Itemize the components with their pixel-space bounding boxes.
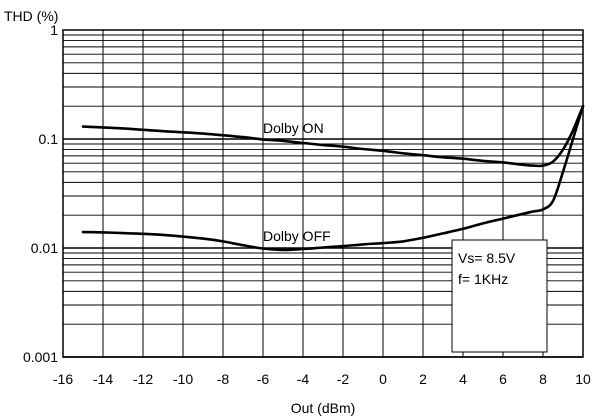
- series-group: [81, 104, 585, 252]
- series-line-dolby-on: [81, 104, 585, 168]
- x-tick-label: -14: [93, 371, 113, 387]
- labels-group: -16 -14 -12 -10 -8 -6 -4 -2 0 2 4 6 8 10 1 0.1 0.01 0.001…: [4, 8, 591, 416]
- x-tick-label: -6: [257, 371, 270, 387]
- x-tick-label: 8: [539, 371, 547, 387]
- series-label-dolby-off: Dolby OFF: [263, 228, 331, 244]
- x-axis-label: Out (dBm): [291, 400, 356, 416]
- y-tick-label: 1: [50, 22, 58, 38]
- x-tick-label: -12: [133, 371, 153, 387]
- y-tick-label: 0.01: [31, 240, 58, 256]
- series-line-dolby-off: [81, 104, 585, 252]
- y-tick-label: 0.1: [39, 131, 59, 147]
- x-tick-label: -10: [173, 371, 193, 387]
- x-tick-label: 6: [499, 371, 507, 387]
- x-tick-label: -8: [217, 371, 230, 387]
- x-tick-label: -4: [297, 371, 310, 387]
- series-label-dolby-on: Dolby ON: [263, 120, 324, 136]
- x-tick-label: -2: [337, 371, 350, 387]
- conditions-text: f= 1KHz: [458, 271, 508, 287]
- plot-frame: [62, 29, 584, 358]
- conditions-text: Vs= 8.5V: [458, 250, 516, 266]
- x-tick-label: 0: [379, 371, 387, 387]
- y-axis-label: THD (%): [4, 8, 58, 24]
- x-tick-label: 4: [459, 371, 467, 387]
- x-tick-label: 2: [419, 371, 427, 387]
- y-tick-label: 0.001: [23, 349, 58, 365]
- x-tick-label: 10: [575, 371, 591, 387]
- conditions-box: [451, 239, 548, 353]
- x-tick-label: -16: [53, 371, 73, 387]
